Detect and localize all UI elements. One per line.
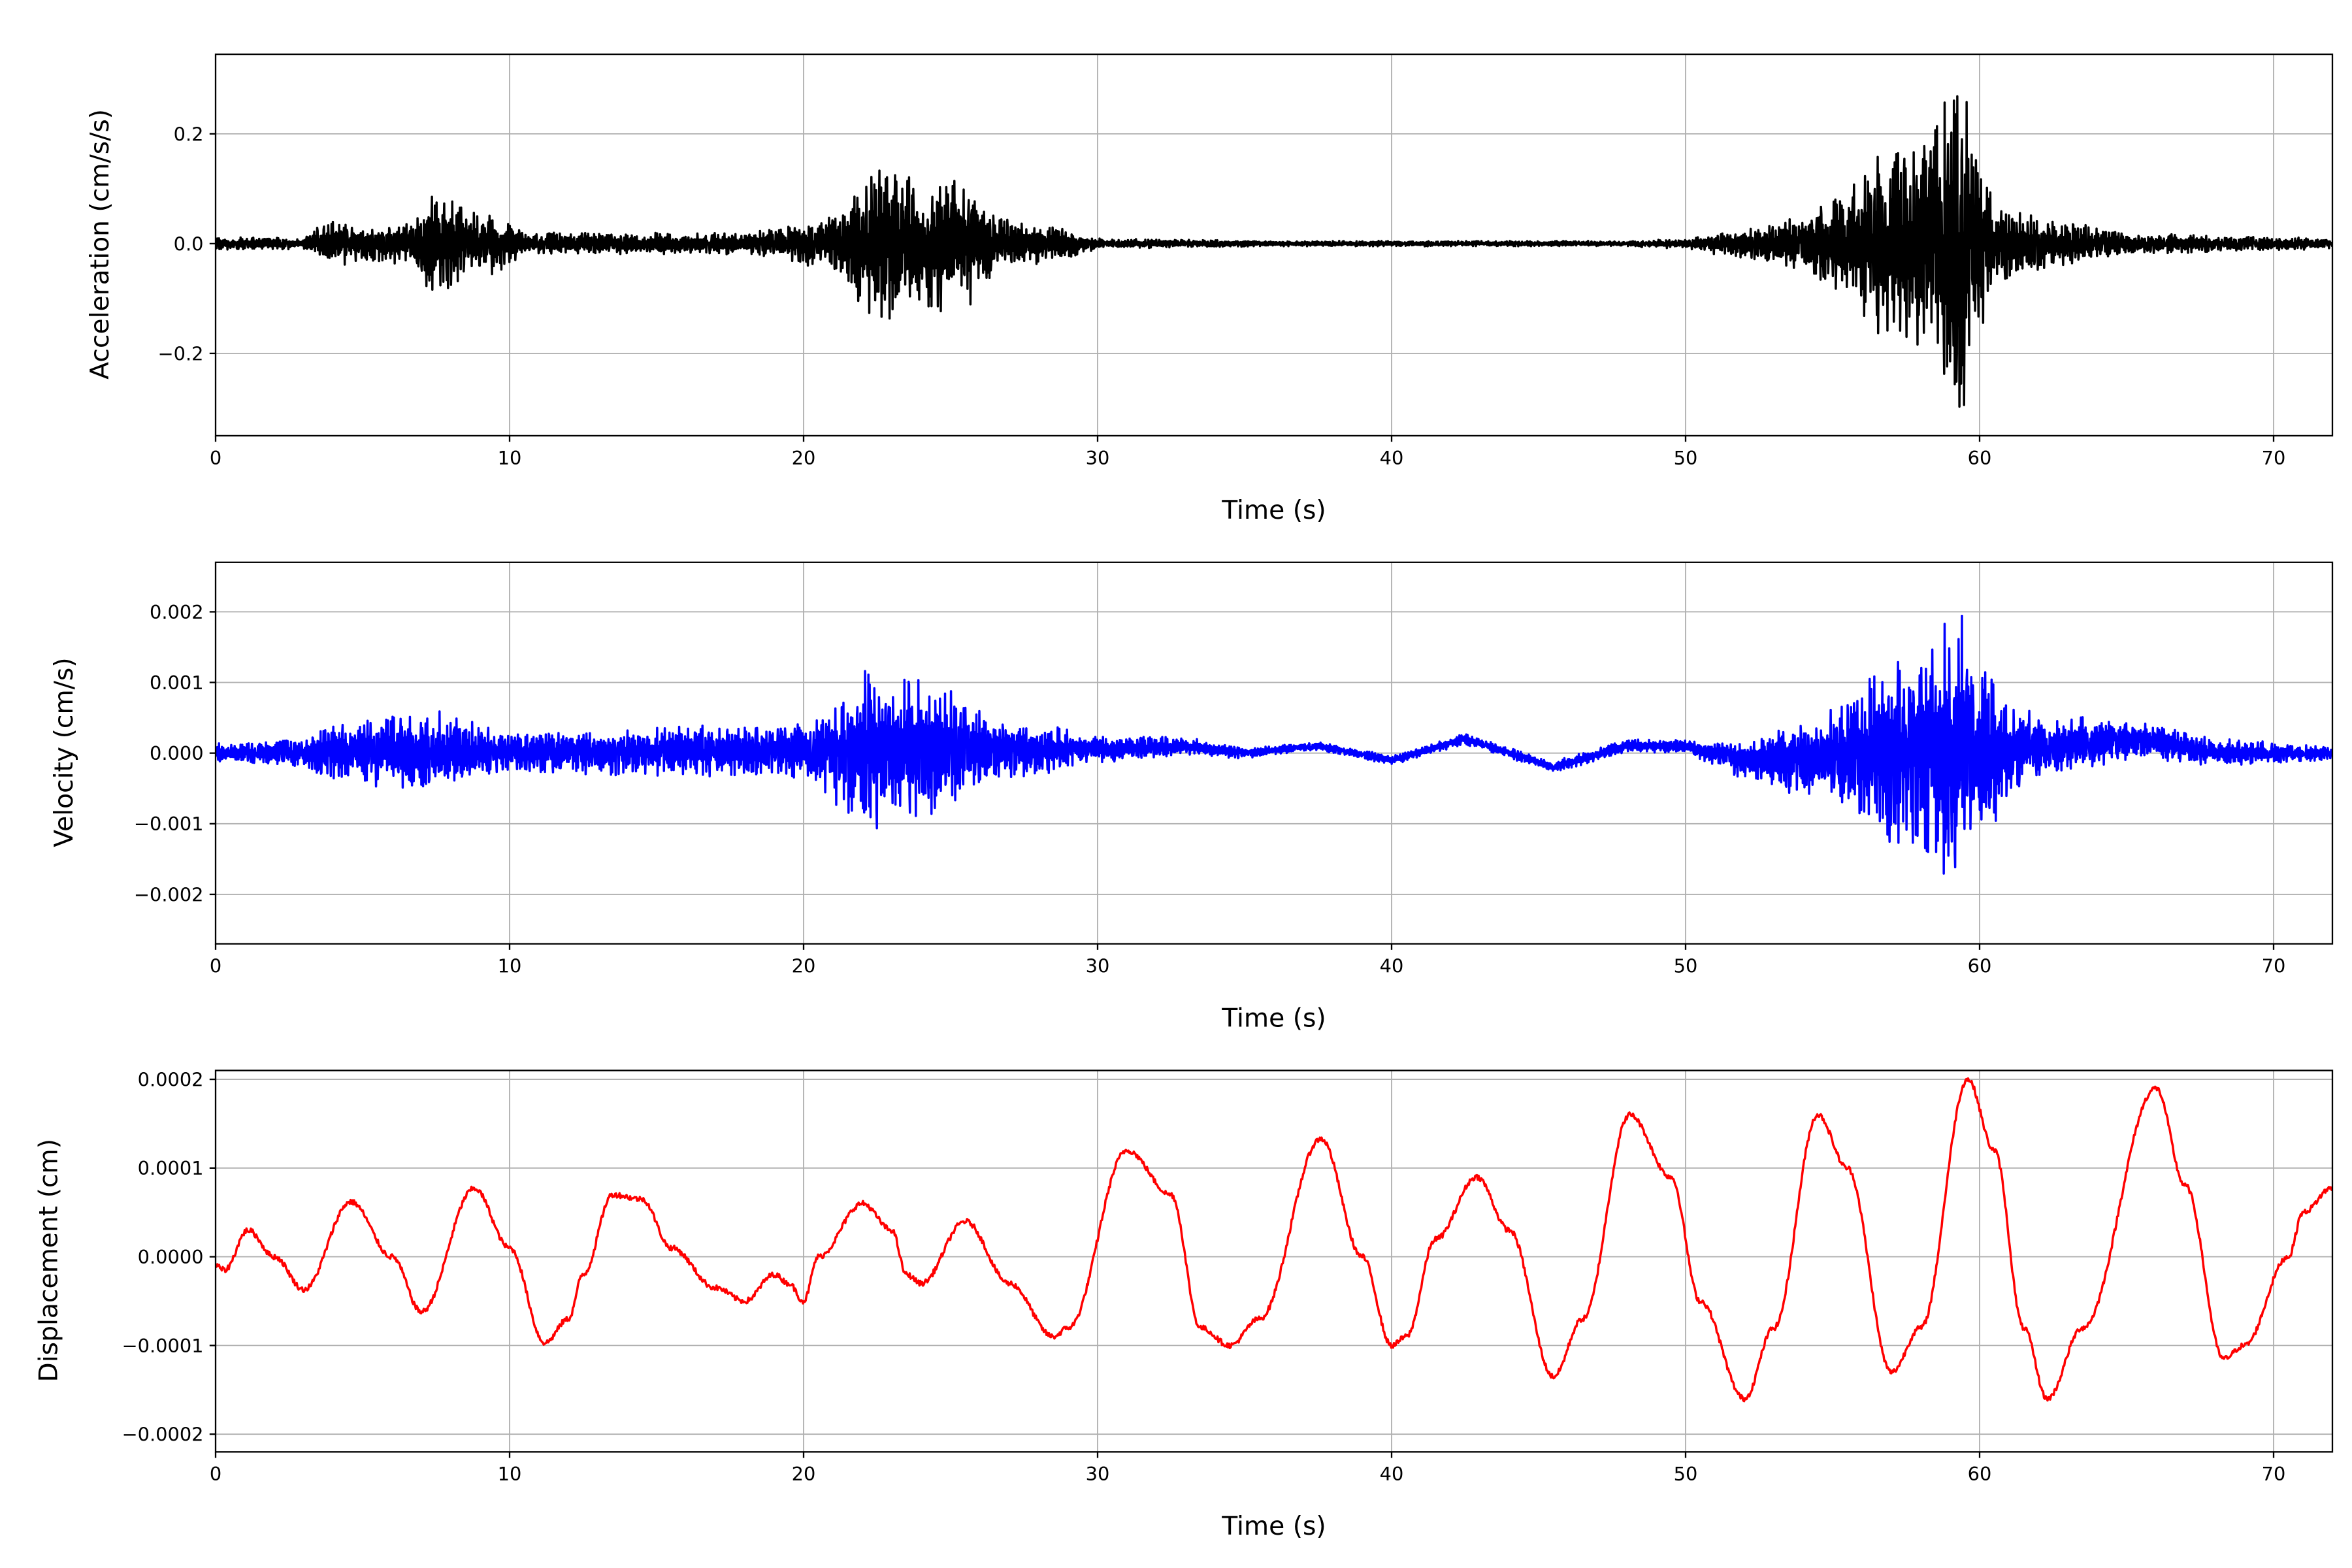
plot-frame xyxy=(214,1070,2334,1453)
x-tick-label: 0 xyxy=(210,1463,221,1485)
displacement-series-line xyxy=(215,1077,2332,1403)
x-tick-label: 70 xyxy=(2262,447,2286,469)
x-tick-label: 60 xyxy=(1968,447,1992,469)
x-tick-label: 10 xyxy=(498,447,522,469)
x-tick-label: 0 xyxy=(210,955,221,977)
x-tick-label: 30 xyxy=(1086,447,1110,469)
y-tick-label: 0.000 xyxy=(150,742,204,764)
x-tick-label: 60 xyxy=(1968,1463,1992,1485)
acceleration-series-line xyxy=(215,95,2332,408)
y-axis-label: Displacement (cm) xyxy=(35,1139,64,1382)
x-tick-label: 0 xyxy=(210,447,221,469)
y-tick-label: −0.001 xyxy=(134,813,204,835)
x-tick-label: 50 xyxy=(1674,955,1698,977)
x-tick-label: 50 xyxy=(1674,1463,1698,1485)
y-tick-label: −0.2 xyxy=(158,342,204,365)
displacement-subplot: Displacement (cm) Time (s) 0 10 20 30 40 50 60… xyxy=(35,1068,2334,1541)
y-axis-label: Acceleration (cm/s/s) xyxy=(86,109,115,380)
x-tick-label: 50 xyxy=(1674,447,1698,469)
x-axis-label: Time (s) xyxy=(1221,496,1326,525)
x-tick-label: 30 xyxy=(1086,1463,1110,1485)
x-tick-label: 20 xyxy=(792,955,816,977)
x-tick-label: 20 xyxy=(792,1463,816,1485)
y-axis-label: Velocity (cm/s) xyxy=(50,657,79,847)
x-tick-label: 10 xyxy=(498,955,522,977)
x-tick-label: 20 xyxy=(792,447,816,469)
y-tick-label: 0.0 xyxy=(174,233,204,255)
x-tick-label: 70 xyxy=(2262,955,2286,977)
y-tick-label: 0.0002 xyxy=(138,1068,204,1090)
x-tick-label: 40 xyxy=(1380,447,1404,469)
x-tick-label: 40 xyxy=(1380,955,1404,977)
y-tick-label: 0.0001 xyxy=(138,1157,204,1179)
y-tick-label: −0.002 xyxy=(134,883,204,906)
x-tick-label: 40 xyxy=(1380,1463,1404,1485)
y-tick-label: −0.0001 xyxy=(122,1335,204,1357)
x-tick-label: 70 xyxy=(2262,1463,2286,1485)
x-axis-label: Time (s) xyxy=(1221,1004,1326,1034)
x-tick-label: 10 xyxy=(498,1463,522,1485)
y-tick-label: 0.001 xyxy=(150,672,204,694)
y-tick-label: 0.0000 xyxy=(138,1246,204,1268)
plot-frame xyxy=(214,561,2334,945)
y-tick-label: −0.0002 xyxy=(122,1424,204,1446)
x-axis-label: Time (s) xyxy=(1221,1512,1326,1541)
y-tick-label: 0.002 xyxy=(150,601,204,623)
x-tick-label: 60 xyxy=(1968,955,1992,977)
plot-frame xyxy=(214,53,2334,437)
velocity-subplot: Velocity (cm/s) Time (s) 0 10 20 30 40 50 60 70… xyxy=(50,561,2334,1034)
x-tick-label: 30 xyxy=(1086,955,1110,977)
velocity-series-line xyxy=(215,614,2332,875)
y-tick-label: 0.2 xyxy=(174,123,204,145)
acceleration-subplot: Acceleration (cm/s/s) Time (s) 0 10 20 30 40… xyxy=(86,53,2334,525)
